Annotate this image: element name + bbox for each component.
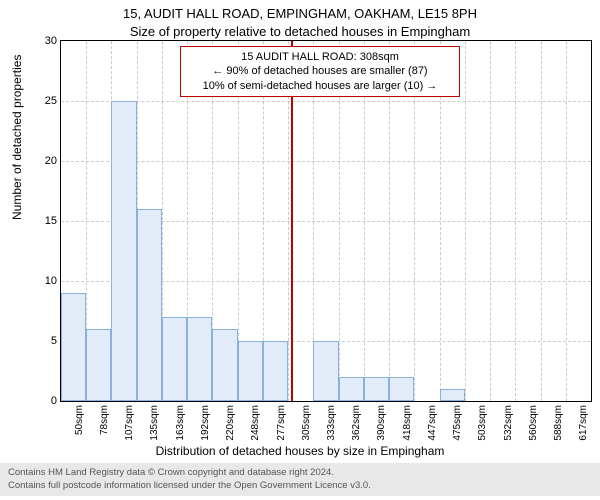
histogram-bar: [187, 317, 212, 401]
x-tick-label: 418sqm: [402, 405, 413, 441]
x-tick-label: 390sqm: [376, 405, 387, 441]
annotation-line1: 15 AUDIT HALL ROAD: 308sqm: [185, 50, 455, 64]
grid-line: [490, 41, 491, 401]
footer-line2: Contains full postcode information licen…: [8, 480, 592, 492]
x-tick-label: 163sqm: [175, 405, 186, 441]
x-tick-label: 107sqm: [124, 405, 135, 441]
grid-line: [541, 41, 542, 401]
histogram-bar: [86, 329, 111, 401]
histogram-bar: [61, 293, 86, 401]
histogram-bar: [162, 317, 187, 401]
y-tick-label: 5: [51, 335, 57, 347]
x-tick-label: 475sqm: [452, 405, 463, 441]
chart-title-address: 15, AUDIT HALL ROAD, EMPINGHAM, OAKHAM, …: [0, 6, 600, 21]
x-tick-label: 135sqm: [149, 405, 160, 441]
x-tick-label: 192sqm: [200, 405, 211, 441]
chart-subtitle: Size of property relative to detached ho…: [0, 24, 600, 39]
x-tick-label: 277sqm: [276, 405, 287, 441]
histogram-bar: [111, 101, 136, 401]
y-tick-label: 25: [45, 95, 57, 107]
x-tick-label: 532sqm: [503, 405, 514, 441]
y-tick-label: 10: [45, 275, 57, 287]
x-axis-label: Distribution of detached houses by size …: [0, 444, 600, 458]
x-tick-label: 248sqm: [250, 405, 261, 441]
histogram-bar: [313, 341, 338, 401]
x-tick-label: 50sqm: [74, 405, 85, 435]
y-tick-label: 20: [45, 155, 57, 167]
x-tick-label: 362sqm: [351, 405, 362, 441]
grid-line: [465, 41, 466, 401]
histogram-bar: [137, 209, 162, 401]
x-tick-label: 447sqm: [427, 405, 438, 441]
histogram-bar: [364, 377, 389, 401]
y-tick-label: 30: [45, 35, 57, 47]
chart-container: 15, AUDIT HALL ROAD, EMPINGHAM, OAKHAM, …: [0, 0, 600, 500]
histogram-bar: [339, 377, 364, 401]
x-tick-label: 78sqm: [99, 405, 110, 435]
x-tick-label: 503sqm: [477, 405, 488, 441]
annotation-line2: ← 90% of detached houses are smaller (87…: [185, 64, 455, 78]
histogram-bar: [212, 329, 237, 401]
histogram-bar: [263, 341, 288, 401]
x-tick-label: 305sqm: [301, 405, 312, 441]
x-tick-label: 560sqm: [528, 405, 539, 441]
grid-line: [566, 41, 567, 401]
annotation-line3: 10% of semi-detached houses are larger (…: [185, 79, 455, 93]
x-tick-label: 588sqm: [553, 405, 564, 441]
x-tick-label: 617sqm: [578, 405, 589, 441]
footer: Contains HM Land Registry data © Crown c…: [0, 463, 600, 496]
histogram-bar: [389, 377, 414, 401]
x-tick-label: 333sqm: [326, 405, 337, 441]
grid-line: [515, 41, 516, 401]
y-tick-label: 0: [51, 395, 57, 407]
grid-line: [61, 101, 591, 102]
histogram-bar: [440, 389, 465, 401]
y-axis-label: Number of detached properties: [10, 55, 24, 220]
annotation-box: 15 AUDIT HALL ROAD: 308sqm ← 90% of deta…: [180, 46, 460, 97]
grid-line: [61, 161, 591, 162]
y-tick-label: 15: [45, 215, 57, 227]
footer-line1: Contains HM Land Registry data © Crown c…: [8, 467, 592, 479]
x-tick-label: 220sqm: [225, 405, 236, 441]
histogram-bar: [238, 341, 263, 401]
